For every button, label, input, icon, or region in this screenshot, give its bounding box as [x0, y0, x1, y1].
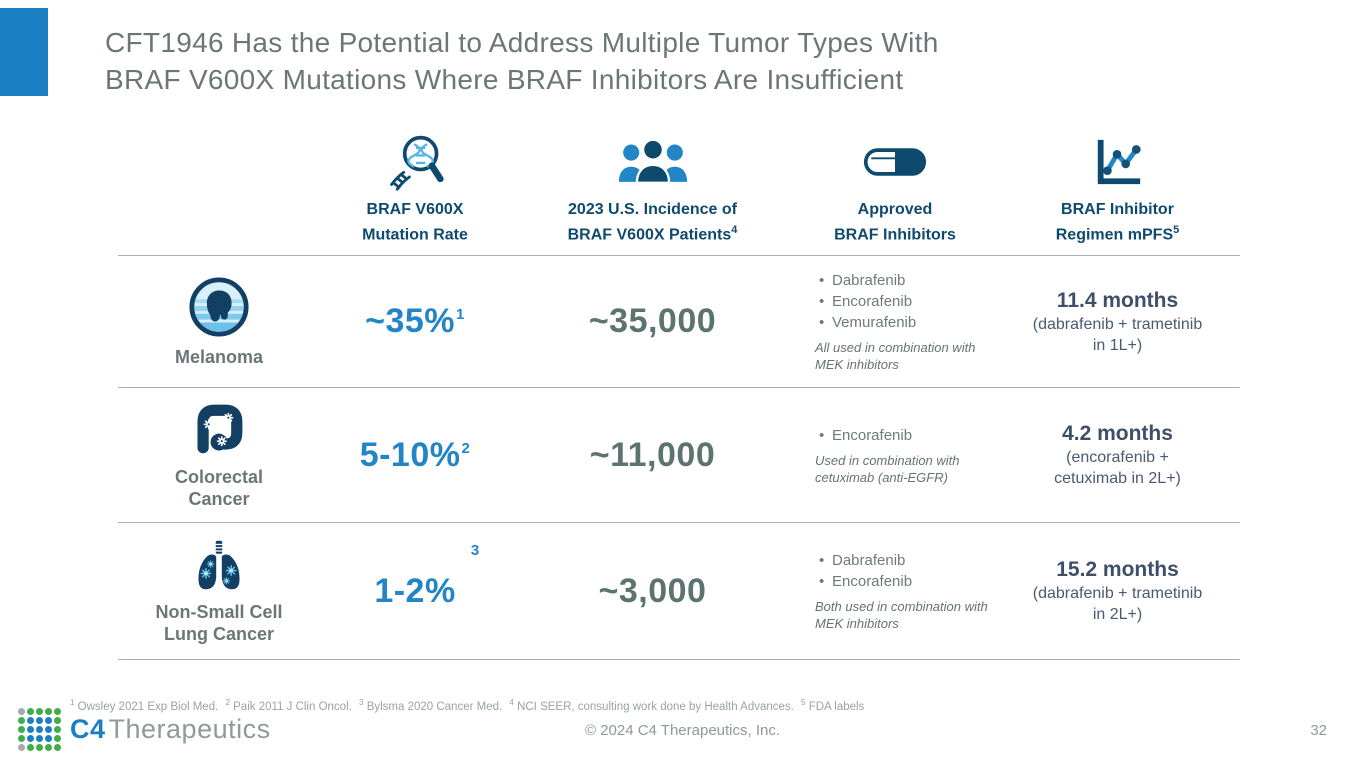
- c4-therapeutics-logo: C4 Therapeutics: [18, 708, 271, 751]
- footnote-4: 4 NCI SEER, consulting work done by Heal…: [509, 698, 794, 713]
- nsclc-drugs-cell: Dabrafenib Encorafenib Both used in comb…: [795, 523, 995, 659]
- colon-icon: [190, 400, 248, 463]
- mpfs-detail: (dabrafenib + trametinib in 2L+): [1032, 585, 1203, 623]
- header-mutation-rate: BRAF V600X Mutation Rate: [320, 128, 510, 255]
- title-line-1: CFT1946 Has the Potential to Address Mul…: [105, 27, 939, 58]
- header-mpfs: BRAF Inhibitor Regimen mPFS5: [995, 128, 1240, 255]
- header-tumor-column: [118, 128, 320, 255]
- mpfs-value: 11.4 months: [1056, 288, 1179, 312]
- incidence-value: ~3,000: [598, 571, 707, 610]
- melanoma-icon: [188, 276, 250, 343]
- page-number: 32: [1310, 722, 1327, 739]
- tumor-nsclc: Non-Small Cell Lung Cancer: [118, 537, 320, 645]
- header-inhibitors-label: Approved BRAF Inhibitors: [834, 200, 956, 243]
- mpfs-value: 15.2 months: [1056, 558, 1179, 581]
- drug-list: Encorafenib: [795, 425, 995, 446]
- mutation-rate-value: 5-10%2: [359, 435, 471, 474]
- drug-item: Encorafenib: [819, 291, 995, 312]
- tumor-label: Non-Small Cell Lung Cancer: [155, 602, 283, 644]
- accent-bar: [0, 8, 48, 96]
- header-mpfs-label: BRAF Inhibitor Regimen mPFS5: [1055, 200, 1180, 243]
- nsclc-mpfs-cell: 15.2 months (dabrafenib + trametinib in …: [995, 557, 1240, 625]
- table-row-nsclc: Non-Small Cell Lung Cancer 1-2% 3 ~3,000 …: [118, 523, 1240, 660]
- melanoma-drugs-cell: Dabrafenib Encorafenib Vemurafenib All u…: [795, 256, 995, 387]
- footnote-ref: 1: [456, 306, 465, 323]
- copyright: © 2024 C4 Therapeutics, Inc.: [584, 722, 781, 739]
- mutation-rate-value: ~35%1: [365, 302, 465, 340]
- nsclc-mutation-rate-cell: 1-2% 3: [320, 541, 510, 611]
- drug-note: All used in combination with MEK inhibit…: [815, 340, 976, 372]
- footnote-1: 1 Owsley 2021 Exp Biol Med.: [70, 698, 219, 713]
- drug-item: Encorafenib: [819, 571, 995, 592]
- lungs-icon: [191, 537, 247, 598]
- mpfs-value: 4.2 months: [1062, 422, 1173, 445]
- drug-list: Dabrafenib Encorafenib: [795, 550, 995, 592]
- melanoma-mutation-rate-cell: ~35%1: [320, 302, 510, 341]
- footnotes: 1 Owsley 2021 Exp Biol Med. 2 Paik 2011 …: [70, 698, 868, 713]
- footnote-ref: 3: [470, 541, 480, 559]
- footnote-ref: 2: [461, 439, 471, 457]
- tumor-melanoma: Melanoma: [118, 276, 320, 368]
- title-line-2: BRAF V600X Mutations Where BRAF Inhibito…: [105, 64, 904, 95]
- table-header-row: BRAF V600X Mutation Rate 2023: [118, 128, 1240, 256]
- footnote-5: 5 FDA labels: [801, 698, 865, 713]
- melanoma-mpfs-cell: 11.4 months (dabrafenib + trametinib in …: [995, 288, 1240, 356]
- incidence-value: ~11,000: [589, 435, 716, 474]
- mpfs-detail: (encorafenib + cetuximab in 2L+): [1054, 449, 1181, 487]
- drug-item: Dabrafenib: [819, 550, 995, 571]
- colorectal-mutation-rate-cell: 5-10%2: [320, 436, 510, 475]
- tumor-label: Melanoma: [174, 346, 264, 367]
- melanoma-incidence-cell: ~35,000: [510, 302, 795, 341]
- line-chart-icon: [1091, 131, 1145, 193]
- c4-logo-dots-icon: [18, 708, 61, 751]
- dna-magnifier-icon: [385, 131, 445, 193]
- header-incidence-label: 2023 U.S. Incidence of BRAF V600X Patien…: [567, 200, 738, 243]
- footnote-2: 2 Paik 2011 J Clin Oncol.: [225, 698, 352, 713]
- drug-item: Vemurafenib: [819, 312, 995, 333]
- tumor-colorectal: Colorectal Cancer: [118, 400, 320, 510]
- colorectal-incidence-cell: ~11,000: [510, 436, 795, 475]
- slide-title: CFT1946 Has the Potential to Address Mul…: [105, 24, 939, 98]
- drug-note: Used in combination with cetuximab (anti…: [815, 452, 960, 485]
- capsule-icon: [863, 131, 927, 193]
- drug-note: Both used in combination with MEK inhibi…: [815, 599, 988, 631]
- header-mutation-rate-label: BRAF V600X Mutation Rate: [362, 200, 468, 243]
- incidence-value: ~35,000: [588, 302, 717, 340]
- footnote-3: 3 Bylsma 2020 Cancer Med.: [359, 698, 503, 713]
- colorectal-drugs-cell: Encorafenib Used in combination with cet…: [795, 388, 995, 522]
- table-row-melanoma: Melanoma ~35%1 ~35,000 Dabrafenib Encora…: [118, 256, 1240, 388]
- header-incidence: 2023 U.S. Incidence of BRAF V600X Patien…: [510, 128, 795, 255]
- nsclc-incidence-cell: ~3,000: [510, 572, 795, 611]
- drug-item: Encorafenib: [819, 425, 995, 446]
- mpfs-detail: (dabrafenib + trametinib in 1L+): [1032, 315, 1203, 354]
- drug-item: Dabrafenib: [819, 270, 995, 291]
- table-row-colorectal: Colorectal Cancer 5-10%2 ~11,000 Encoraf…: [118, 388, 1240, 523]
- header-inhibitors: Approved BRAF Inhibitors: [795, 128, 995, 255]
- mutation-rate-value: 1-2% 3: [374, 541, 480, 610]
- tumor-label: Colorectal Cancer: [174, 467, 264, 509]
- colorectal-mpfs-cell: 4.2 months (encorafenib + cetuximab in 2…: [995, 421, 1240, 489]
- logo-text: C4 Therapeutics: [70, 714, 271, 744]
- drug-list: Dabrafenib Encorafenib Vemurafenib: [795, 270, 995, 333]
- comparison-table: BRAF V600X Mutation Rate 2023: [118, 128, 1240, 660]
- patients-icon: [617, 131, 689, 193]
